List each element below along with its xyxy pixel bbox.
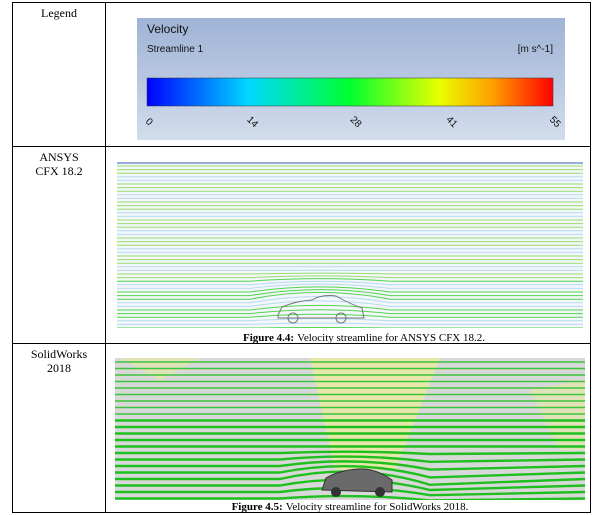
wheel	[331, 487, 341, 497]
solidworks-image	[115, 358, 585, 500]
table-graphics: Velocity Streamline 1 [m s^-1] 014284155…	[0, 0, 603, 515]
caption-text: Velocity streamline for SolidWorks 2018.	[286, 501, 469, 513]
caption: Figure 4.4:Velocity streamline for ANSYS…	[243, 332, 485, 344]
legend-subtitle: Streamline 1	[147, 44, 204, 55]
row-label: Legend	[13, 6, 105, 20]
row-label: SolidWorks 2018	[13, 347, 105, 375]
caption-label: Figure 4.4:	[243, 332, 294, 344]
legend-title: Velocity	[147, 22, 188, 36]
caption-label: Figure 4.5:	[232, 501, 283, 513]
caption-text: Velocity streamline for ANSYS CFX 18.2.	[297, 332, 485, 344]
wheel	[375, 487, 385, 497]
ansys-image	[117, 162, 583, 328]
row-label: ANSYS CFX 18.2	[13, 150, 105, 178]
page: Velocity Streamline 1 [m s^-1] 014284155…	[0, 0, 603, 515]
colorbar	[147, 78, 553, 106]
legend-unit: [m s^-1]	[518, 44, 553, 55]
caption: Figure 4.5:Velocity streamline for Solid…	[232, 501, 469, 513]
document: Velocity Streamline 1 [m s^-1] 014284155…	[0, 0, 603, 515]
